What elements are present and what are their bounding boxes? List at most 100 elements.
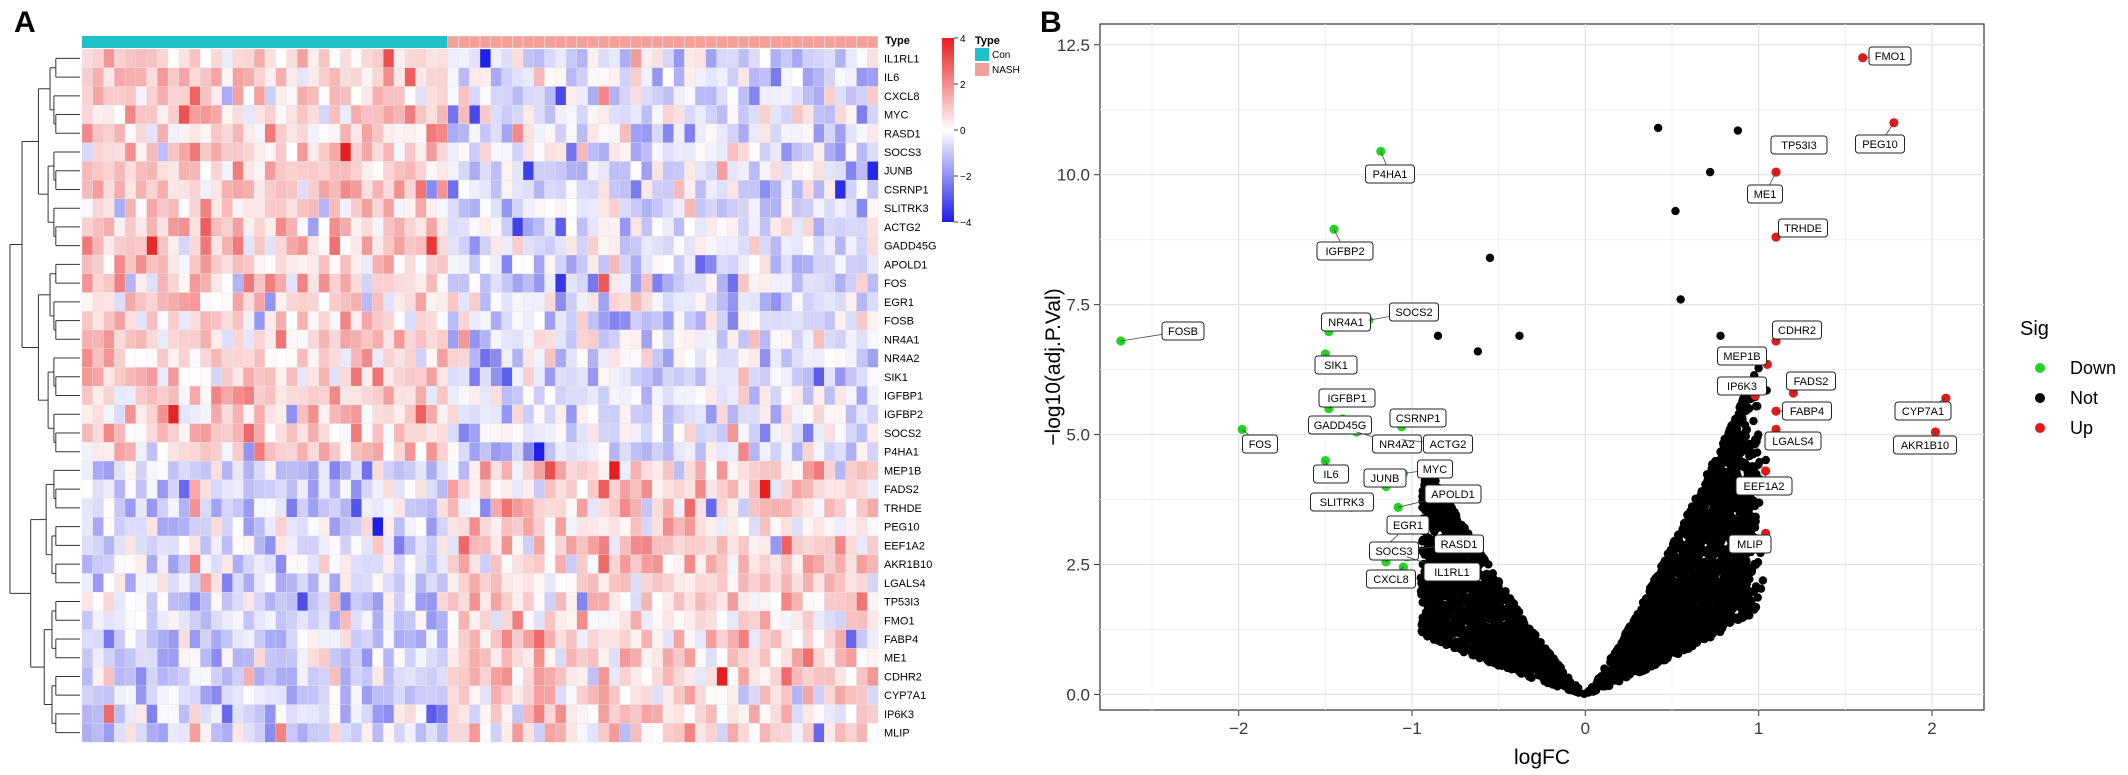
heatmap-cell	[522, 648, 535, 668]
heatmap-cell	[415, 498, 427, 518]
heatmap-cell	[275, 423, 287, 443]
heatmap-cell	[92, 535, 104, 556]
heatmap-cell	[662, 442, 674, 462]
heatmap-cell	[210, 423, 223, 443]
heatmap-cell	[393, 292, 406, 312]
heatmap-cell	[479, 648, 492, 668]
heatmap-cell	[512, 648, 524, 668]
heatmap-cell	[415, 460, 427, 481]
heatmap-cell	[727, 86, 739, 106]
heatmap-cell	[243, 311, 255, 331]
heatmap-cell	[415, 142, 427, 162]
heatmap-cell	[339, 666, 352, 687]
heatmap-cell	[856, 348, 868, 368]
heatmap-cell	[512, 217, 524, 237]
heatmap-cell	[253, 404, 266, 424]
heatmap-cell	[350, 423, 363, 443]
heatmap-cell	[135, 161, 147, 181]
heatmap-cell	[318, 161, 330, 181]
heatmap-cell	[565, 479, 578, 499]
heatmap-cell	[705, 311, 718, 331]
heatmap-cell	[383, 685, 395, 705]
heatmap-cell	[393, 123, 406, 144]
heatmap-cell	[318, 629, 330, 649]
heatmap-cell	[630, 86, 642, 106]
heatmap-cell	[167, 273, 180, 293]
gene-label: CSRNP1	[884, 184, 929, 196]
heatmap-cell	[781, 591, 793, 612]
heatmap-cell	[210, 554, 223, 574]
heatmap-cell	[791, 254, 804, 275]
heatmap-cell	[103, 142, 115, 162]
heatmap-cell	[436, 123, 449, 144]
heatmap-cell	[350, 648, 363, 668]
heatmap-cell	[651, 573, 664, 593]
heatmap-cell	[576, 723, 588, 743]
heatmap-cell	[651, 142, 664, 162]
heatmap-cell	[81, 610, 94, 630]
heatmap-cell	[641, 685, 653, 705]
heatmap-cell	[630, 367, 642, 387]
heatmap-cell	[157, 573, 169, 593]
heatmap-cell	[641, 423, 653, 443]
heatmap-cell	[684, 423, 696, 443]
heatmap-cell	[651, 535, 664, 556]
heatmap-cell	[275, 254, 287, 275]
heatmap-cell	[200, 105, 212, 125]
heatmap-cell	[415, 591, 427, 612]
heatmap-cell	[404, 629, 416, 649]
heatmap-cell	[824, 348, 836, 368]
heatmap-cell	[651, 236, 664, 256]
heatmap-cell	[565, 67, 578, 87]
heatmap-cell	[469, 217, 481, 237]
heatmap-cell	[372, 517, 384, 537]
heatmap-cell	[243, 123, 255, 144]
heatmap-cell	[479, 179, 492, 200]
heatmap-cell	[748, 685, 761, 705]
heatmap-cell	[157, 423, 169, 443]
heatmap-cell	[662, 236, 674, 256]
heatmap-cell	[748, 105, 761, 125]
heatmap-cell	[103, 311, 115, 331]
heatmap-cell	[479, 554, 492, 574]
heatmap-cell	[372, 573, 384, 593]
heatmap-cell	[135, 460, 147, 481]
heatmap-cell	[243, 367, 255, 387]
heatmap-cell	[501, 236, 513, 256]
heatmap-cell	[587, 404, 599, 424]
heatmap-cell	[770, 86, 782, 106]
heatmap-cell	[770, 573, 782, 593]
heatmap-cell	[641, 329, 653, 350]
heatmap-cell	[447, 554, 459, 574]
heatmap-cell	[124, 591, 137, 612]
heatmap-cell	[512, 498, 524, 518]
heatmap-cell	[114, 685, 126, 705]
heatmap-cell	[565, 385, 578, 406]
heatmap-cell	[737, 292, 750, 312]
heatmap-cell	[253, 423, 266, 443]
heatmap-cell	[339, 236, 352, 256]
heatmap-cell	[135, 704, 147, 724]
heatmap-cell	[856, 704, 868, 724]
heatmap-cell	[727, 517, 739, 537]
heatmap-cell	[210, 535, 223, 556]
heatmap-cell	[608, 666, 621, 687]
heatmap-cell	[232, 198, 244, 218]
heatmap-cell	[770, 348, 782, 368]
heatmap-cell	[103, 573, 115, 593]
heatmap-cell	[447, 517, 459, 537]
heatmap-cell	[221, 666, 233, 687]
heatmap-cell	[684, 142, 696, 162]
heatmap-cell	[178, 573, 190, 593]
heatmap-cell	[318, 442, 330, 462]
heatmap-cell	[404, 666, 416, 687]
heatmap-cell	[684, 329, 696, 350]
heatmap-cell	[684, 479, 696, 499]
heatmap-cell	[673, 367, 685, 387]
heatmap-cell	[296, 142, 309, 162]
heatmap-cell	[522, 591, 535, 612]
heatmap-cell	[791, 105, 804, 125]
heatmap-cell	[727, 629, 739, 649]
plot-area	[1099, 23, 1985, 711]
heatmap-cell	[447, 442, 459, 462]
